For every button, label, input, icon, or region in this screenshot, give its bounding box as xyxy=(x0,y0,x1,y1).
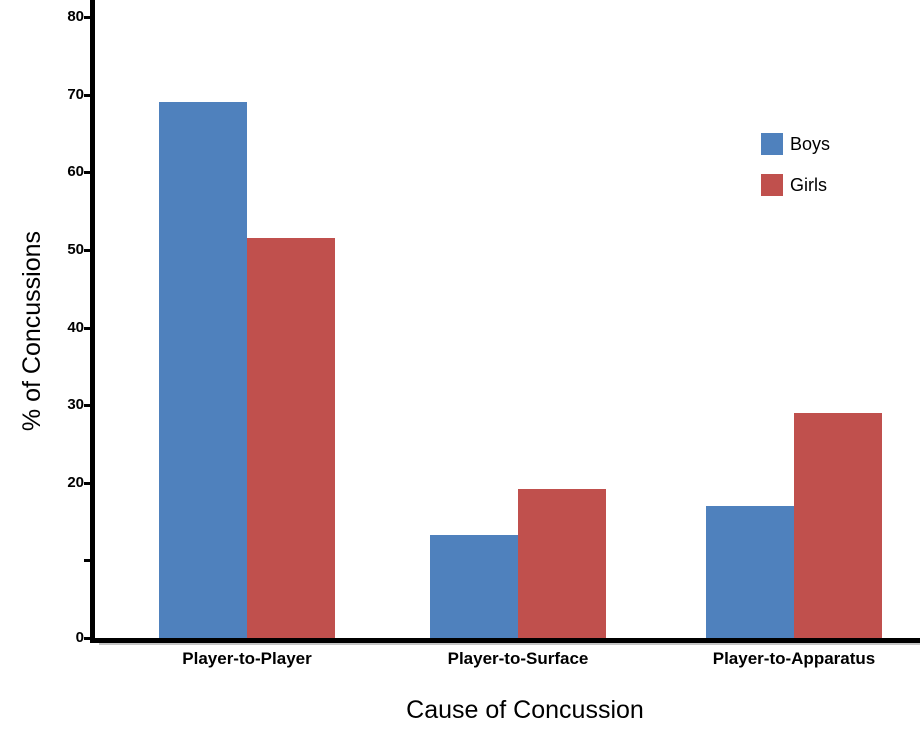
bar-girls-player-to-surface xyxy=(518,488,606,638)
girls-color-swatch xyxy=(761,174,783,196)
legend-item-boys: Boys xyxy=(761,133,830,155)
y-tick-mark-50 xyxy=(84,248,90,252)
x-axis-line xyxy=(90,638,920,643)
x-category-label-player-to-player: Player-to-Player xyxy=(182,649,312,668)
x-axis-shadow xyxy=(99,643,920,645)
legend-label-girls: Girls xyxy=(790,175,827,195)
y-tick-label-60: 60 xyxy=(67,163,84,181)
bar-girls-player-to-apparatus xyxy=(794,412,882,638)
bar-girls-player-to-player xyxy=(247,238,335,638)
y-tick-mark-80 xyxy=(84,16,90,20)
boys-color-swatch xyxy=(761,133,783,155)
y-tick-label-80: 80 xyxy=(67,8,84,26)
y-tick-label-50: 50 xyxy=(67,240,84,258)
y-tick-label-40: 40 xyxy=(67,318,84,336)
y-tick-label-30: 30 xyxy=(67,396,84,414)
y-tick-mark-30 xyxy=(84,404,90,408)
y-tick-mark-20 xyxy=(84,481,90,485)
y-tick-label-20: 20 xyxy=(67,473,84,491)
legend-label-boys: Boys xyxy=(790,134,831,154)
bar-boys-player-to-player xyxy=(159,102,247,638)
y-tick-label-70: 70 xyxy=(67,85,84,103)
y-tick-mark-60 xyxy=(84,171,90,175)
legend-item-girls: Girls xyxy=(761,174,830,196)
y-tick-mark-10 xyxy=(84,559,90,563)
y-axis-line xyxy=(90,0,95,643)
y-tick-label-0: 0 xyxy=(75,629,84,646)
y-tick-mark-70 xyxy=(84,93,90,97)
x-category-label-player-to-apparatus: Player-to-Apparatus xyxy=(712,649,876,668)
x-axis-title: Cause of Concussion xyxy=(406,696,644,724)
bar-boys-player-to-surface xyxy=(430,534,518,638)
bar-boys-player-to-apparatus xyxy=(706,506,794,638)
y-tick-mark-0 xyxy=(84,637,90,640)
y-tick-mark-40 xyxy=(84,326,90,330)
x-category-label-player-to-surface: Player-to-Surface xyxy=(447,649,589,668)
legend: Boys Girls xyxy=(761,133,830,215)
